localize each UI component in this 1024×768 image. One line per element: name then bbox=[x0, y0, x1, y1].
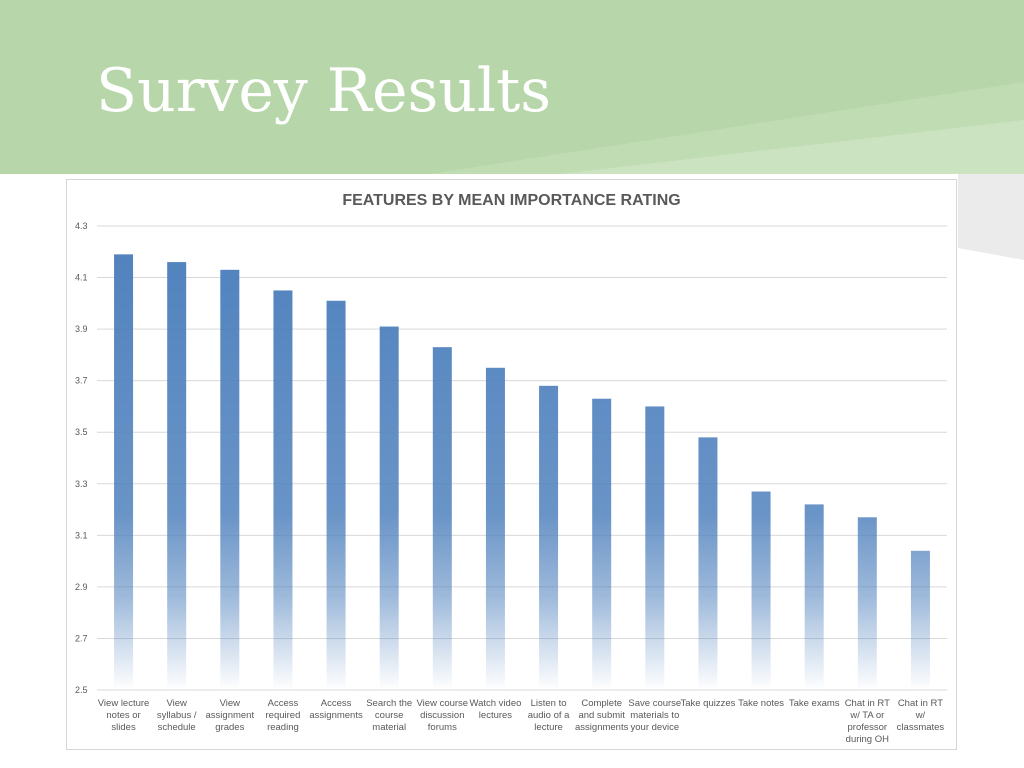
bar-chart: 2.5 2.7 2.9 3.1 3.3 3.5 3.7 3.9 4.1 4.3 View lectu… bbox=[75, 221, 947, 745]
bar bbox=[804, 504, 824, 690]
y-tick-label: 3.9 bbox=[75, 324, 88, 334]
x-category-label: Complete and submit assignments bbox=[575, 698, 629, 733]
bar bbox=[751, 491, 771, 690]
bar bbox=[592, 398, 612, 690]
y-tick-label: 3.7 bbox=[75, 376, 88, 386]
x-category-label: View course discussion forums bbox=[417, 698, 469, 733]
x-category-label: Access assignments bbox=[309, 698, 363, 721]
x-category-label: View assignment grades bbox=[206, 698, 255, 733]
bar bbox=[910, 550, 930, 690]
bar bbox=[432, 347, 452, 690]
bar bbox=[220, 269, 240, 690]
bar bbox=[539, 385, 559, 690]
bar bbox=[857, 517, 877, 690]
y-tick-label: 2.7 bbox=[75, 633, 88, 643]
x-category-label: View lecture notes or slides bbox=[98, 698, 150, 733]
x-category-label: Access required reading bbox=[266, 698, 301, 733]
chart-title: FEATURES BY MEAN IMPORTANCE RATING bbox=[342, 192, 681, 209]
x-category-label: View syllabus / schedule bbox=[157, 698, 197, 733]
bar bbox=[114, 254, 134, 690]
x-category-label: Save course materials to your device bbox=[628, 698, 681, 733]
x-category-label: Listen to audio of a lecture bbox=[528, 698, 570, 733]
chart-container: FEATURES BY MEAN IMPORTANCE RATING 2.5 2.… bbox=[66, 179, 957, 750]
x-category-label: Take exams bbox=[789, 698, 840, 709]
y-tick-label: 2.5 bbox=[75, 685, 88, 695]
y-tick-label: 4.1 bbox=[75, 273, 88, 283]
x-category-label: Watch video lectures bbox=[469, 698, 521, 721]
y-tick-label: 4.3 bbox=[75, 221, 88, 231]
x-category-label: Chat in RT w/ TA or professor during OH bbox=[845, 698, 890, 745]
y-tick-label: 3.1 bbox=[75, 530, 88, 540]
slide-title: Survey Results bbox=[96, 56, 552, 126]
x-category-label: Chat in RT w/classmates bbox=[897, 698, 945, 733]
x-category-label: Take notes bbox=[738, 698, 784, 709]
header-band bbox=[0, 0, 1024, 174]
bar bbox=[167, 262, 187, 690]
y-tick-label: 3.5 bbox=[75, 427, 88, 437]
bar bbox=[485, 367, 505, 690]
bar bbox=[379, 326, 399, 690]
y-tick-label: 2.9 bbox=[75, 582, 88, 592]
x-category-label: Take quizzes bbox=[680, 698, 735, 709]
bar bbox=[326, 300, 346, 690]
y-tick-label: 3.3 bbox=[75, 479, 88, 489]
bar bbox=[273, 290, 293, 690]
bar bbox=[698, 437, 718, 690]
bar bbox=[645, 406, 665, 690]
x-category-label: Search the course material bbox=[366, 698, 412, 733]
